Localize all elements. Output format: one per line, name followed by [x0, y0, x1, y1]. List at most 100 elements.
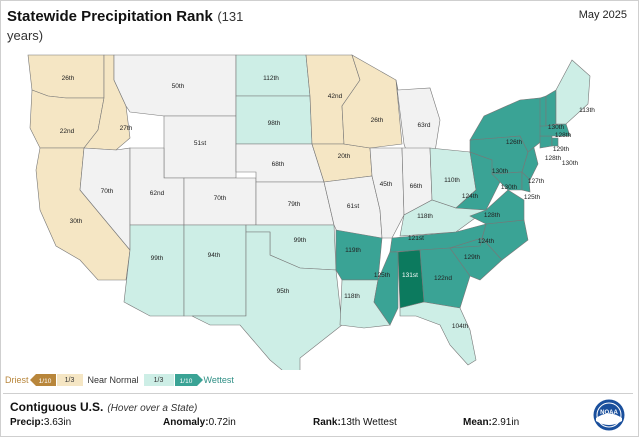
state-nj[interactable]	[521, 138, 539, 181]
state-nh[interactable]	[545, 89, 557, 127]
state-rank-label-sc: 129th	[464, 254, 481, 261]
info-hint: (Hover over a State)	[107, 403, 198, 414]
state-me[interactable]	[555, 59, 591, 125]
state-rank-label-or: 22nd	[60, 128, 75, 135]
info-precip-value: 3.63in	[43, 417, 72, 428]
state-rank-label-nj: 127th	[528, 178, 545, 185]
info-anomaly-label: Anomaly:	[163, 417, 209, 428]
state-rank-label-mn: 42nd	[328, 93, 343, 100]
state-rank-label-la: 118th	[344, 293, 360, 300]
state-rank-label-oh: 110th	[444, 177, 460, 184]
state-rank-label-nv: 70th	[101, 188, 114, 195]
legend-wet-third-label: 1/3	[153, 376, 164, 384]
state-rank-label-ky: 118th	[417, 213, 433, 220]
state-rank-label-ga: 122nd	[434, 275, 452, 282]
state-rank-label-ms: 125th	[374, 272, 391, 279]
state-al[interactable]	[397, 249, 425, 309]
state-rank-label-ri: 130th	[562, 160, 579, 167]
info-anomaly: Anomaly:0.72in	[163, 417, 236, 428]
state-rank-label-mi: 63rd	[417, 122, 430, 129]
legend-wettest-swatch: 1/10	[174, 374, 203, 386]
state-ct[interactable]	[539, 135, 553, 149]
state-rank-label-wv: 124th	[462, 193, 479, 200]
map-subtitle: (131 years)	[7, 9, 244, 43]
state-rank-label-pa: 130th	[492, 168, 509, 175]
state-rank-label-wa: 26th	[62, 75, 75, 82]
state-rank-label-wi: 26th	[371, 117, 384, 124]
state-rank-label-id: 27th	[120, 125, 133, 132]
state-wi[interactable]	[341, 54, 403, 149]
info-mean-label: Mean:	[463, 417, 492, 428]
state-rank-label-sd: 98th	[268, 120, 281, 127]
map-date: May 2025	[578, 9, 627, 21]
info-region-name: Contiguous U.S.	[10, 400, 104, 414]
state-rank-label-az: 99th	[151, 255, 164, 262]
info-rank-label: Rank:	[313, 417, 341, 428]
noaa-logo-icon: NOAA	[593, 399, 625, 431]
state-rank-label-nc: 124th	[478, 238, 495, 245]
state-ga[interactable]	[419, 247, 471, 309]
legend: Driest 1/10 1/3 Near Normal 1/3 1/10 Wet…	[5, 373, 234, 387]
legend-wettest-label: Wettest	[203, 375, 234, 385]
state-rank-label-de: 125th	[524, 194, 541, 201]
legend-dry-third-label: 1/3	[64, 376, 75, 384]
state-rank-label-ar: 119th	[345, 247, 361, 254]
state-rank-label-il: 45th	[380, 181, 393, 188]
state-rank-label-mo: 61st	[347, 203, 359, 210]
state-rank-label-ma: 129th	[553, 146, 570, 153]
page-title: Statewide Precipitation Rank (131 years)	[7, 7, 267, 45]
state-rank-label-ny: 126th	[506, 139, 523, 146]
info-rank-value: 13th Wettest	[340, 417, 397, 428]
state-rank-label-md: 130th	[501, 184, 518, 191]
info-anomaly-value: 0.72in	[208, 417, 236, 428]
legend-dry-low-label: 1/10	[38, 378, 51, 385]
state-rank-label-in: 66th	[410, 183, 423, 190]
info-rank: Rank:13th Wettest	[313, 417, 397, 428]
state-rank-label-tn: 121st	[408, 235, 424, 242]
state-rank-label-mt: 50th	[172, 83, 185, 90]
state-rank-label-nm: 94th	[208, 252, 221, 259]
state-rank-label-nd: 112th	[263, 75, 279, 82]
state-rank-label-ca: 30th	[70, 218, 83, 225]
state-rank-label-nh: 128th	[555, 132, 572, 139]
state-rank-label-ia: 20th	[338, 153, 351, 160]
state-rank-label-vt: 130th	[548, 124, 565, 131]
legend-dry-swatch: 1/3	[56, 374, 83, 386]
map-title: Statewide Precipitation Rank	[7, 8, 213, 25]
state-rank-label-ks: 79th	[288, 201, 301, 208]
info-mean-value: 2.91in	[491, 417, 520, 428]
state-ms[interactable]	[373, 251, 399, 326]
state-rank-label-fl: 104th	[452, 323, 469, 330]
state-rank-label-wy: 51st	[194, 140, 206, 147]
info-mean: Mean:2.91in	[463, 417, 519, 428]
state-rank-label-co: 70th	[214, 195, 227, 202]
state-rank-label-ut: 62nd	[150, 190, 165, 197]
state-rank-label-al: 131st	[402, 272, 418, 279]
state-rank-label-va: 128th	[484, 212, 501, 219]
state-rank-label-ct: 128th	[545, 155, 562, 162]
info-precip-label: Precip:	[10, 417, 44, 428]
state-rank-label-ne: 68th	[272, 161, 285, 168]
state-fl[interactable]	[399, 301, 477, 366]
legend-wet-swatch: 1/3	[143, 374, 174, 386]
state-rank-label-me: 113th	[579, 107, 595, 114]
state-ri[interactable]	[551, 137, 559, 147]
noaa-logo-text: NOAA	[600, 410, 618, 416]
state-rank-label-ok: 99th	[294, 237, 307, 244]
state-wy[interactable]	[163, 115, 237, 179]
legend-near-normal-label: Near Normal	[87, 375, 139, 385]
info-region: Contiguous U.S. (Hover over a State)	[10, 400, 197, 414]
state-md[interactable]	[491, 171, 523, 191]
info-panel: Contiguous U.S. (Hover over a State) Prec…	[3, 393, 633, 436]
info-precip: Precip:3.63in	[10, 417, 71, 428]
legend-driest-swatch: 1/10	[29, 374, 56, 386]
legend-driest-label: Driest	[5, 375, 29, 385]
state-rank-label-tx: 95th	[277, 288, 290, 295]
state-tx[interactable]	[191, 231, 343, 370]
state-nm[interactable]	[183, 224, 247, 317]
state-vt[interactable]	[539, 95, 547, 127]
state-az[interactable]	[123, 224, 185, 317]
legend-wet-low-label: 1/10	[179, 378, 192, 385]
state-ma[interactable]	[539, 123, 571, 137]
us-state-map: 26th 22nd 27th 30th 70th 50th 51st 62nd 70th 99th…	[27, 54, 595, 370]
